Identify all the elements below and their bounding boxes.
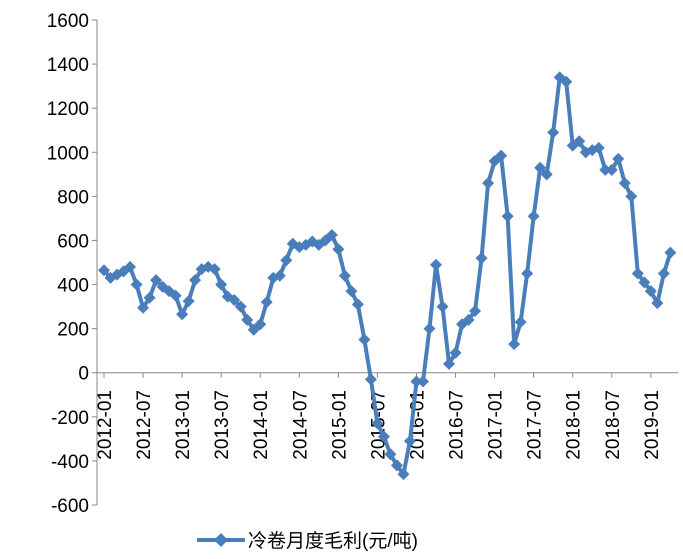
marker — [560, 75, 573, 88]
x-tick-label: 2013-07 — [212, 390, 233, 460]
marker — [651, 297, 664, 310]
y-tick-label: 800 — [57, 187, 89, 208]
marker — [521, 267, 534, 280]
x-tick-label: 2016-07 — [447, 390, 468, 460]
marker — [377, 430, 390, 443]
marker — [423, 322, 436, 335]
y-tick-label: 1600 — [47, 11, 89, 32]
y-tick-label: 1400 — [47, 55, 89, 76]
marker — [345, 285, 358, 298]
marker — [410, 375, 423, 388]
x-tick-label: 2013-01 — [173, 390, 194, 460]
marker — [137, 301, 150, 314]
marker — [332, 243, 345, 256]
marker — [599, 163, 612, 176]
marker — [319, 234, 332, 247]
marker — [228, 293, 241, 306]
marker — [508, 338, 521, 351]
x-tick-label: 2012-07 — [134, 390, 155, 460]
marker — [527, 210, 540, 223]
marker — [573, 135, 586, 148]
marker — [592, 141, 605, 154]
marker — [612, 152, 625, 165]
marker — [514, 316, 527, 329]
marker — [384, 448, 397, 461]
marker — [416, 375, 429, 388]
marker — [364, 373, 377, 386]
marker — [443, 357, 456, 370]
marker — [547, 126, 560, 139]
legend-marker — [214, 533, 228, 547]
marker — [189, 274, 202, 287]
marker — [475, 252, 488, 265]
marker — [605, 163, 618, 176]
marker — [280, 254, 293, 267]
x-tick-label: 2012-01 — [95, 390, 116, 460]
marker — [208, 263, 221, 276]
marker — [98, 264, 110, 277]
y-tick-label: 400 — [57, 276, 89, 297]
marker — [150, 274, 163, 287]
y-tick-label: -600 — [51, 496, 89, 517]
marker — [397, 468, 410, 481]
marker — [403, 435, 416, 448]
y-tick-label: 600 — [57, 231, 89, 252]
marker — [169, 289, 182, 302]
y-tick-label: 1000 — [47, 143, 89, 164]
marker — [273, 269, 286, 282]
marker — [371, 417, 384, 430]
marker — [215, 278, 228, 291]
marker — [130, 278, 143, 291]
y-tick-label: 0 — [78, 364, 89, 385]
marker — [351, 298, 364, 311]
marker — [469, 305, 482, 317]
marker — [540, 168, 553, 181]
marker — [430, 258, 443, 271]
x-tick-label: 2018-07 — [603, 390, 624, 460]
x-tick-label: 2014-01 — [251, 390, 272, 460]
x-tick-label: 2017-07 — [525, 390, 546, 460]
marker — [436, 300, 449, 313]
marker — [501, 210, 514, 223]
marker — [462, 313, 475, 326]
y-tick-label: 200 — [57, 320, 89, 341]
legend-label: 冷卷月度毛利(元/吨) — [248, 530, 418, 552]
y-tick-label: -400 — [51, 452, 89, 473]
x-tick-label: 2015-01 — [329, 390, 350, 460]
marker — [638, 276, 651, 289]
y-tick-label: -200 — [51, 408, 89, 429]
marker — [358, 333, 371, 346]
marker — [176, 308, 189, 321]
marker — [449, 346, 462, 359]
marker — [644, 285, 657, 298]
marker — [534, 161, 547, 174]
marker — [124, 260, 137, 273]
marker — [338, 269, 351, 282]
marker — [241, 313, 254, 326]
marker — [657, 267, 670, 280]
marker — [254, 318, 267, 331]
marker — [325, 228, 338, 241]
x-tick-label: 2014-07 — [290, 390, 311, 460]
marker — [631, 267, 644, 280]
y-tick-label: 1200 — [47, 99, 89, 120]
marker — [664, 246, 677, 259]
marker — [625, 190, 638, 203]
marker — [488, 155, 501, 168]
marker — [390, 459, 403, 472]
marker — [143, 291, 156, 304]
marker — [182, 295, 195, 308]
x-tick-label: 2018-01 — [564, 390, 585, 460]
marker — [482, 177, 495, 190]
marker — [618, 177, 631, 190]
marker — [247, 323, 260, 336]
marker — [234, 300, 247, 313]
marker — [260, 296, 273, 309]
x-tick-label: 2019-01 — [642, 390, 663, 460]
x-tick-label: 2017-01 — [486, 390, 507, 460]
marker — [495, 149, 508, 162]
